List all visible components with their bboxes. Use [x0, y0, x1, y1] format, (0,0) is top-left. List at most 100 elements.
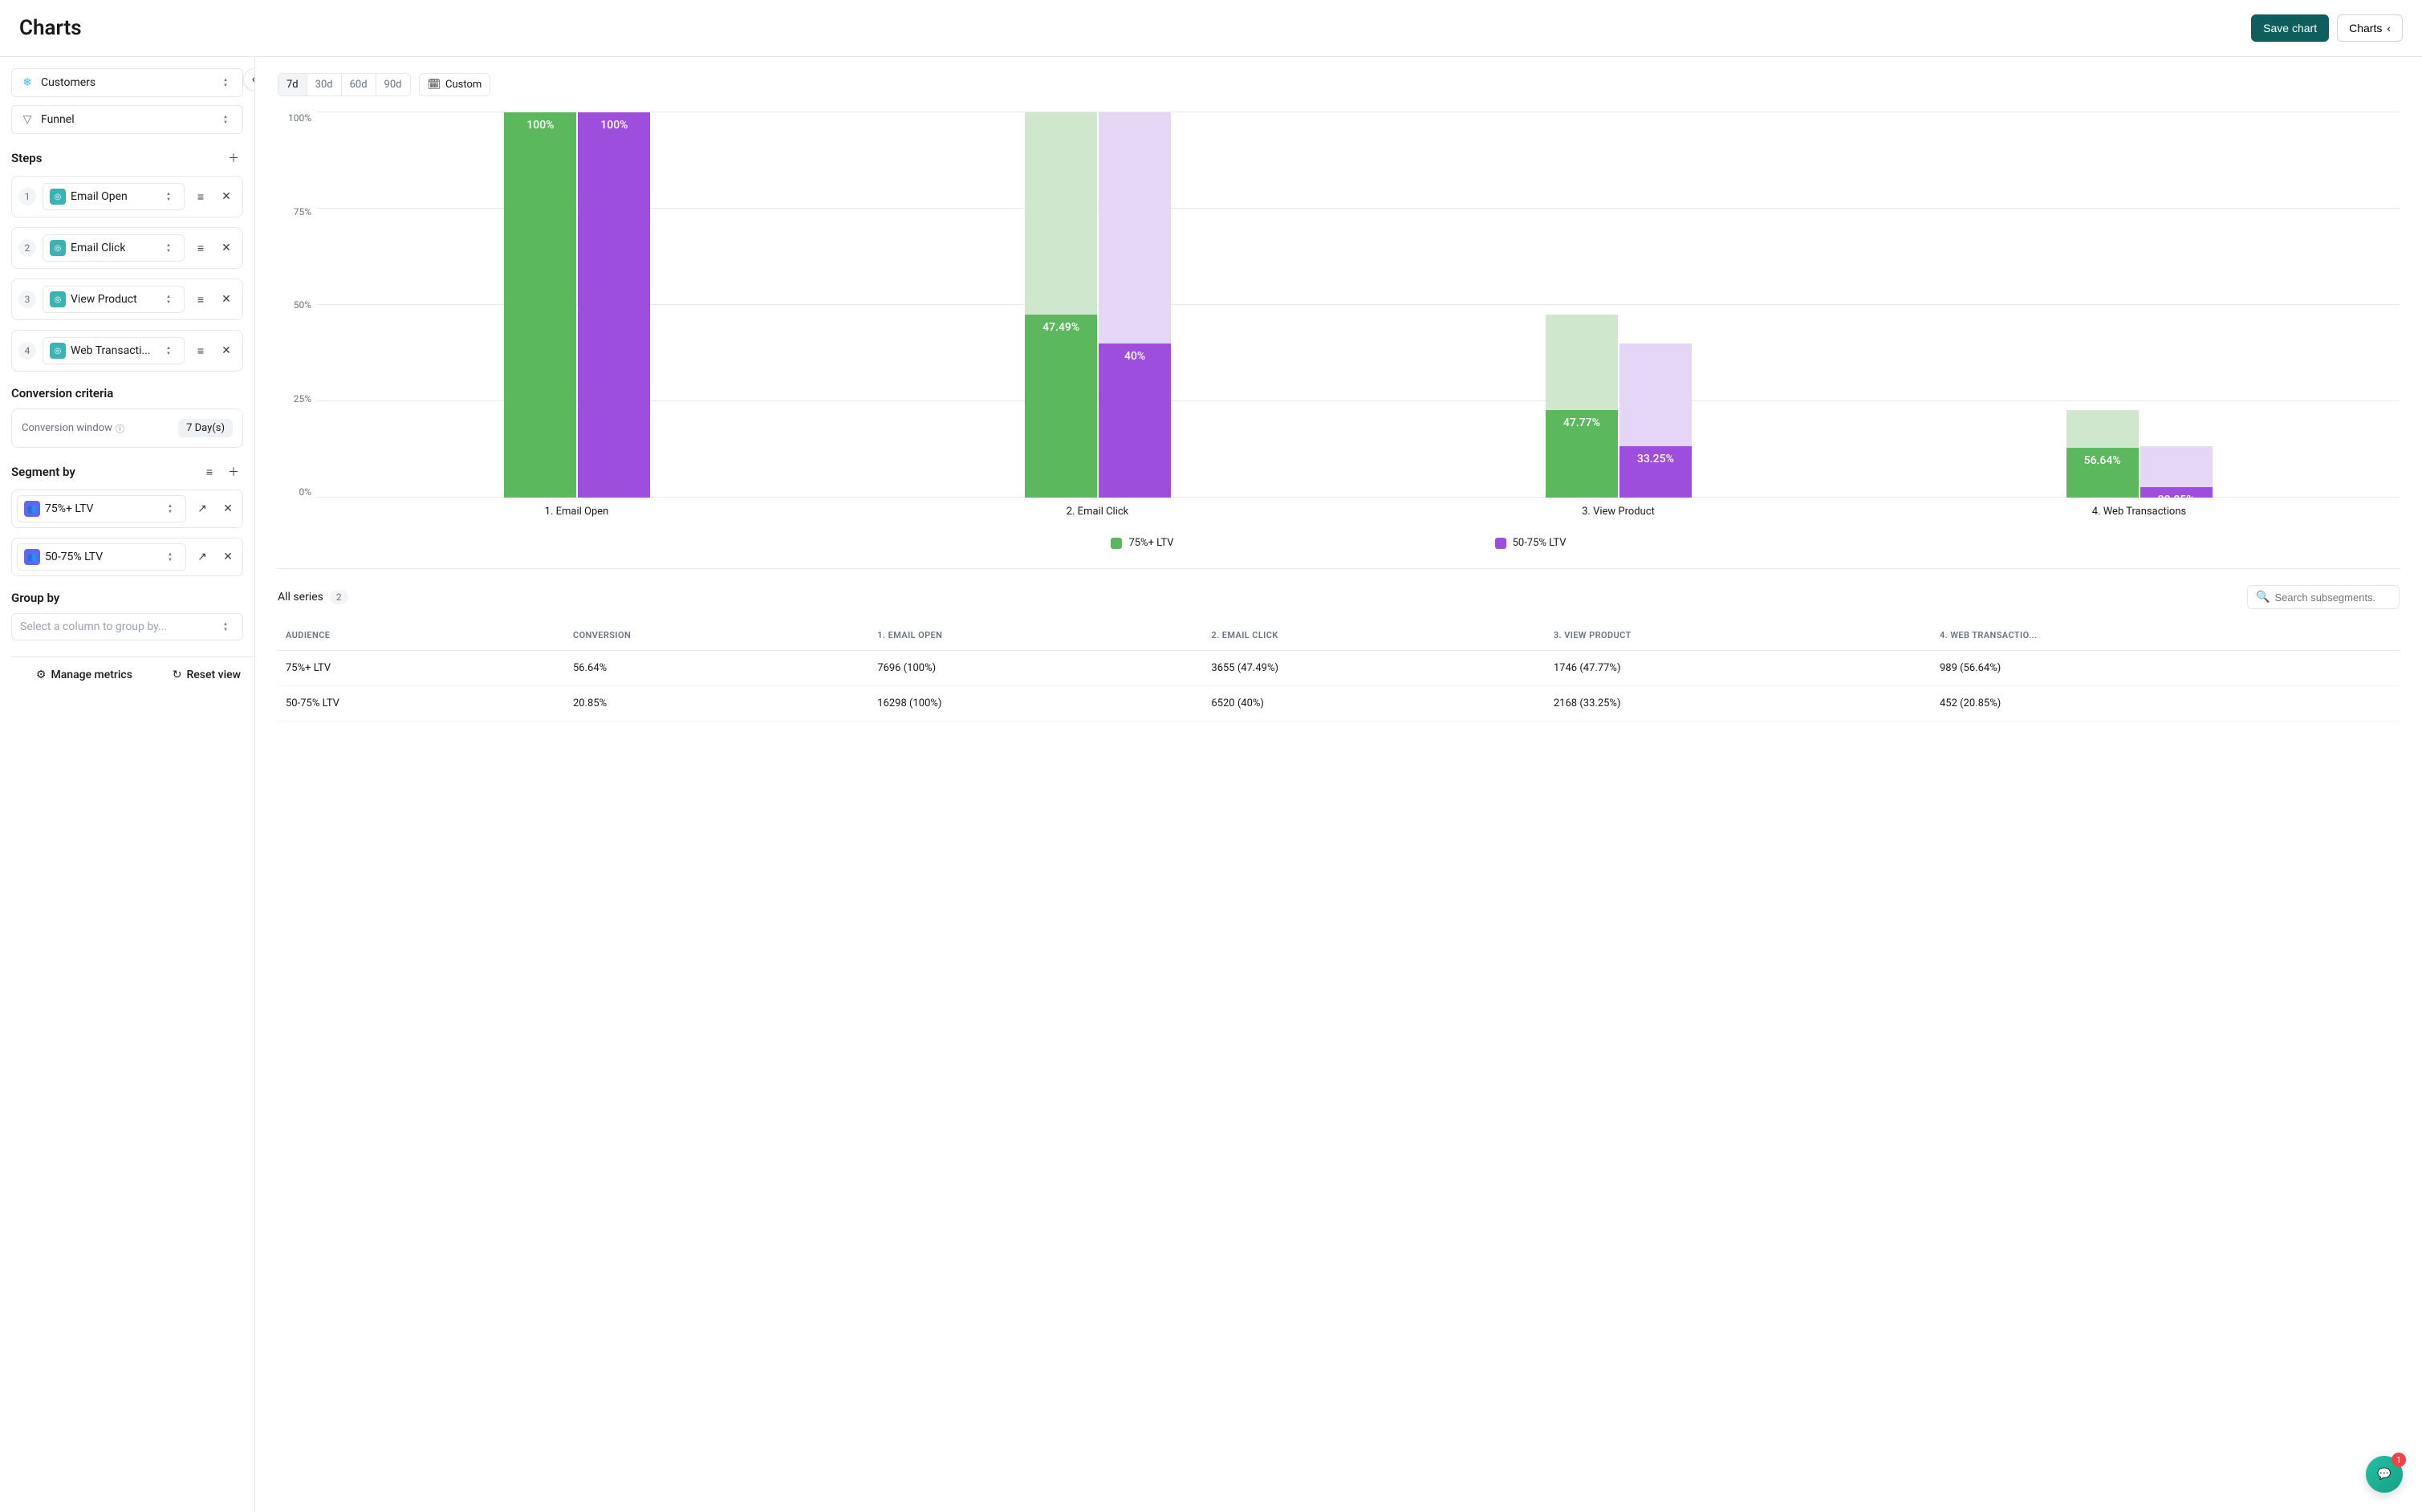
updown-icon [166, 345, 177, 356]
step-event-label: Web Transacti... [71, 344, 161, 357]
updown-icon [166, 242, 177, 254]
bar-series-b[interactable]: 40% [1099, 343, 1171, 498]
table-row[interactable]: 50-75% LTV20.85%16298 (100%)6520 (40%)21… [278, 686, 2400, 721]
table-cell: 3655 (47.49%) [1203, 651, 1545, 686]
save-chart-button[interactable]: Save chart [2251, 14, 2329, 42]
step-remove-button[interactable]: ✕ [217, 290, 236, 309]
step-event-select[interactable]: ◎ Email Click [43, 234, 185, 262]
x-label: 2. Email Click [837, 498, 1358, 518]
bar-series-b[interactable]: 33.25% [1619, 446, 1692, 498]
add-segment-button[interactable]: ＋ [224, 462, 243, 482]
audience-icon: 👥 [24, 549, 40, 565]
snowflake-icon: ❄︎ [20, 75, 35, 90]
step-card: 3 ◎ View Product ≡ ✕ [11, 278, 243, 320]
step-filter-button[interactable]: ≡ [191, 341, 210, 360]
source-select[interactable]: ❄︎ Customers [11, 68, 243, 97]
range-7d[interactable]: 7d [278, 74, 307, 96]
table-header-cell[interactable]: 3. VIEW PRODUCT [1546, 620, 1932, 651]
plus-icon: ＋ [228, 464, 239, 480]
updown-icon [223, 114, 234, 125]
legend-series-b[interactable]: 50-75% LTV [1495, 537, 1567, 549]
chart-type-select[interactable]: ▽ Funnel [11, 105, 243, 134]
segment-remove-button[interactable]: ✕ [218, 499, 238, 518]
collapse-sidebar-button[interactable]: « [243, 68, 255, 91]
search-subsegments-input[interactable] [2274, 591, 2391, 604]
table-header-cell[interactable]: 4. WEB TRANSACTIO... [1932, 620, 2400, 651]
segment-filter-button[interactable]: ≡ [200, 462, 219, 482]
segment-card: 👥 50-75% LTV ↗ ✕ [11, 538, 243, 576]
chart-plot: 100% 100% 47.49% 40% 47.77% 33.25% [316, 112, 2400, 498]
table-count-badge: 2 [330, 590, 348, 604]
table-header-cell[interactable]: 2. EMAIL CLICK [1203, 620, 1545, 651]
segment-select[interactable]: 👥 75%+ LTV [17, 495, 186, 522]
step-filter-button[interactable]: ≡ [191, 238, 210, 258]
search-icon: 🔍 [2256, 591, 2270, 604]
x-label: 3. View Product [1358, 498, 1879, 518]
conversion-window-label: Conversion window [22, 422, 112, 434]
y-tick: 100% [288, 112, 311, 124]
reset-view-button[interactable]: ↻ Reset view [173, 669, 241, 681]
manage-metrics-label: Manage metrics [51, 669, 132, 681]
manage-metrics-button[interactable]: ⚙ Manage metrics [36, 669, 132, 681]
external-link-icon: ↗ [197, 551, 207, 563]
table-header-cell[interactable]: 1. EMAIL OPEN [869, 620, 1203, 651]
step-filter-button[interactable]: ≡ [191, 290, 210, 309]
step-event-select[interactable]: ◎ Email Open [43, 183, 185, 210]
segment-select[interactable]: 👥 50-75% LTV [17, 543, 186, 571]
custom-range-button[interactable]: 🗓 Custom [419, 73, 491, 96]
bar-series-b[interactable]: 100% [578, 112, 650, 498]
step-event-select[interactable]: ◎ View Product [43, 286, 185, 313]
table-header-cell[interactable]: CONVERSION [565, 620, 869, 651]
segment-remove-button[interactable]: ✕ [218, 547, 238, 567]
segment-label: 50-75% LTV [45, 551, 103, 563]
updown-icon [168, 503, 179, 514]
step-filter-button[interactable]: ≡ [191, 187, 210, 206]
charts-nav-button[interactable]: Charts ‹ [2337, 14, 2403, 42]
bar-series-b[interactable]: 20.85% [2140, 487, 2213, 498]
search-subsegments-input-wrap[interactable]: 🔍 [2247, 585, 2400, 609]
filter-lines-icon: ≡ [197, 344, 204, 358]
step-event-label: Email Click [71, 242, 161, 254]
step-card: 1 ◎ Email Open ≡ ✕ [11, 176, 243, 217]
range-30d[interactable]: 30d [307, 74, 342, 96]
step-remove-button[interactable]: ✕ [217, 341, 236, 360]
segment-open-button[interactable]: ↗ [193, 499, 212, 518]
conversion-heading: Conversion criteria [11, 386, 113, 400]
calendar-icon: 🗓 [428, 79, 441, 91]
table-row[interactable]: 75%+ LTV56.64%7696 (100%)3655 (47.49%)17… [278, 651, 2400, 686]
group-by-select[interactable]: Select a column to group by... [11, 613, 243, 640]
funnel-icon: ▽ [20, 112, 35, 127]
close-icon: ✕ [223, 551, 233, 563]
bar-series-a[interactable]: 47.49% [1025, 315, 1097, 498]
bar-series-a[interactable]: 100% [504, 112, 576, 498]
updown-icon [168, 551, 179, 563]
step-remove-button[interactable]: ✕ [217, 238, 236, 258]
series-table: AUDIENCECONVERSION1. EMAIL OPEN2. EMAIL … [278, 620, 2400, 721]
bar-series-a[interactable]: 47.77% [1546, 410, 1618, 498]
step-card: 4 ◎ Web Transacti... ≡ ✕ [11, 330, 243, 372]
legend-series-a[interactable]: 75%+ LTV [1111, 537, 1173, 549]
step-event-select[interactable]: ◎ Web Transacti... [43, 337, 185, 364]
add-step-button[interactable]: ＋ [224, 148, 243, 168]
custom-range-label: Custom [445, 79, 482, 91]
table-cell: 1746 (47.77%) [1546, 651, 1932, 686]
legend-swatch-b [1495, 538, 1506, 549]
event-icon: ◎ [50, 343, 66, 359]
segment-open-button[interactable]: ↗ [193, 547, 212, 567]
range-60d[interactable]: 60d [342, 74, 376, 96]
close-icon: ✕ [223, 502, 233, 515]
help-chat-button[interactable]: 💬 1 [2366, 1456, 2403, 1493]
step-remove-button[interactable]: ✕ [217, 187, 236, 206]
table-header-cell[interactable]: AUDIENCE [278, 620, 565, 651]
step-number: 4 [18, 342, 36, 360]
chart-type-label: Funnel [41, 113, 217, 126]
range-90d[interactable]: 90d [376, 74, 410, 96]
conversion-window-card[interactable]: Conversion window ⓘ 7 Day(s) [11, 408, 243, 448]
bar-series-a[interactable]: 56.64% [2066, 448, 2139, 498]
step-event-label: Email Open [71, 190, 161, 203]
updown-icon [223, 77, 234, 88]
page-title: Charts [19, 16, 82, 40]
info-icon: ⓘ [116, 422, 124, 435]
event-icon: ◎ [50, 291, 66, 307]
table-cell: 50-75% LTV [278, 686, 565, 721]
